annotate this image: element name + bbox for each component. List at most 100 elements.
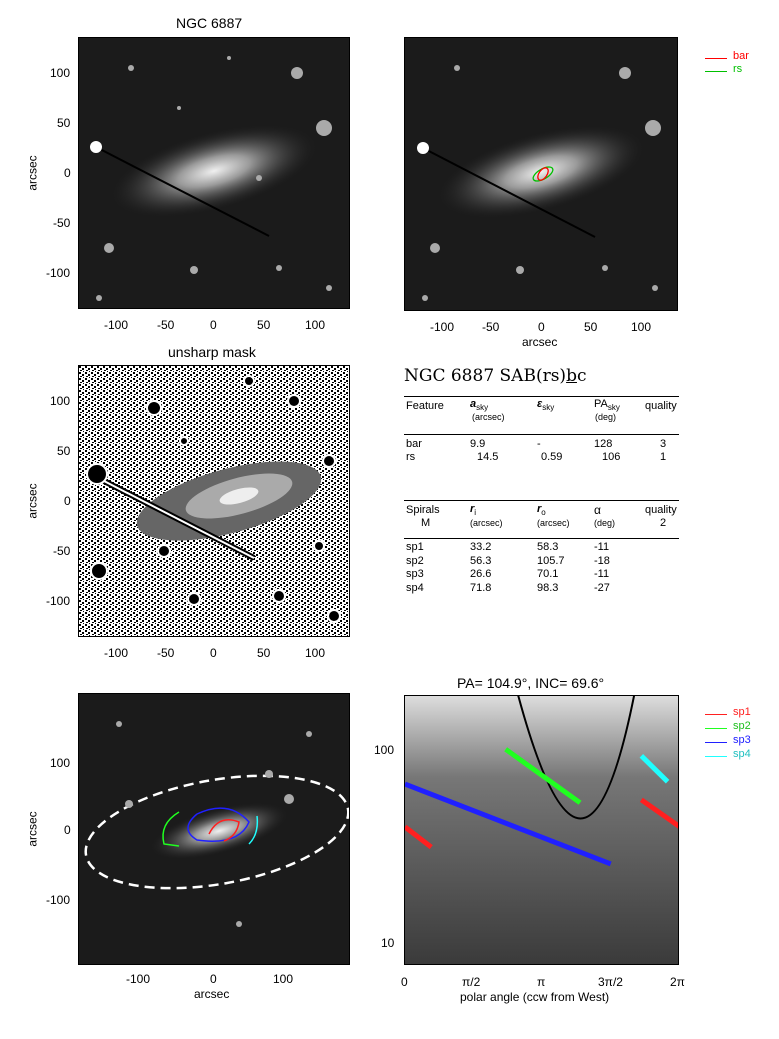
chart-ytick-10: 10 [381,936,395,950]
spiral-alpha: -18 [594,555,610,567]
spiral-ro: 98.3 [537,582,559,594]
panel3-xtick: 0 [210,646,217,660]
spiral-ri: 26.6 [470,568,492,580]
col-a-unit: (arcsec) [472,412,505,422]
col-pa-unit: (deg) [595,412,617,422]
panel3-xtick: -50 [157,646,175,660]
spiral-overlay-image [84,721,349,927]
col-ri-unit: (arcsec) [470,518,503,528]
legend-sp2-label: sp2 [733,720,751,732]
table-rule [404,434,679,435]
col-m: M [421,517,431,529]
chart-xtick: π/2 [462,975,481,989]
polar-chart-panel [404,695,679,965]
panel1-xtick: 0 [210,318,217,332]
panel2-xtick: 0 [538,320,545,334]
panel3-xtick: 50 [257,646,271,660]
col-alpha: α [594,503,601,517]
spiral-name: sp3 [406,568,424,580]
panel2-xtick: -50 [482,320,500,334]
col-feature: Feature [406,400,444,412]
series-sp1-line [639,797,678,829]
spiral-alpha: -11 [594,568,610,580]
table-rule [404,396,679,397]
legend-sp2-line [705,728,727,729]
feature-q: 1 [660,451,667,463]
panel1-ytick: -50 [53,216,71,230]
spiral-alpha: -27 [594,582,610,594]
panel1-ytick: 100 [50,66,71,80]
spiral-ri: 56.3 [470,555,492,567]
panel1-ylabel: arcsec [25,155,40,191]
panel1-xtick: -100 [104,318,129,332]
panel1-ytick: -100 [46,266,71,280]
col-a: asky [470,398,489,413]
spiral-name: sp1 [406,541,424,553]
panel1-ytick: 0 [64,166,71,180]
chart-xtick: 3π/2 [598,975,623,989]
panel2-xlabel: arcsec [522,335,558,349]
panel5-xtick: 100 [273,972,294,986]
feature-e: - [537,438,541,450]
series-sp2-line [504,747,582,805]
col-quality: quality [645,400,677,412]
spiral-name: sp4 [406,582,424,594]
col-ro-unit: (arcsec) [537,518,570,528]
panel3-title: unsharp mask [168,344,256,360]
panel5-ytick: 100 [50,756,71,770]
chart-xtick: 2π [670,975,685,989]
galaxy-ellipse-panel [404,37,678,311]
galaxy-image [90,56,332,301]
panel2-xtick: -100 [430,320,455,334]
galaxy-image-panel [78,37,350,309]
spiral-name: sp2 [406,555,424,567]
chart-xlabel: polar angle (ccw from West) [460,990,610,1004]
spiral-ri: 33.2 [470,541,492,553]
feature-pa: 128 [594,438,613,450]
panel3-ytick: 0 [64,494,71,508]
feature-a: 14.5 [477,451,499,463]
col-spirals: Spirals [406,504,440,516]
spiral-ro: 58.3 [537,541,559,553]
spiral-ro: 70.1 [537,568,559,580]
panel5-ytick: 0 [64,823,71,837]
panel5-ylabel: arcsec [25,811,40,847]
rs-ellipse [532,166,554,182]
col-ro: ro [537,503,546,518]
legend-rs-label: rs [733,63,743,75]
col-pa: PAsky [594,398,620,413]
chart-title: PA= 104.9°, INC= 69.6° [457,675,605,691]
rs-curve [517,696,635,820]
series-sp4-line [639,754,670,784]
legend-bar-label: bar [733,50,749,62]
spiral-alpha: -11 [594,541,610,553]
feature-pa: 106 [602,451,621,463]
unsharp-mask-image [79,366,349,636]
bar-ellipse [537,167,549,181]
panel5-xtick: 0 [210,972,217,986]
col-ri: ri [470,503,477,518]
feature-e: 0.59 [541,451,563,463]
panel1-ytick: 50 [57,116,71,130]
panel2-xtick: 100 [631,320,652,334]
legend-sp1-line [705,714,727,715]
col-quality: quality [645,504,677,516]
panel3-ytick: -50 [53,544,71,558]
series-sp1-line [405,824,433,850]
panel5-xlabel: arcsec [194,987,230,1001]
panel1-xtick: 50 [257,318,271,332]
spiral-ri: 71.8 [470,582,492,594]
panel5-ytick: -100 [46,893,71,907]
panel3-xtick: -100 [104,646,129,660]
chart-ytick-100: 100 [374,743,395,757]
col-e: εsky [537,398,555,413]
quality-value: 2 [660,517,667,529]
panel3-xtick: 100 [305,646,326,660]
chart-xtick: π [537,975,546,989]
unsharp-mask-panel [78,365,350,637]
panel1-xtick: 100 [305,318,326,332]
chart-xtick: 0 [401,975,408,989]
table-heading: NGC 6887 SAB(rs)bc [404,366,587,386]
panel3-ylabel: arcsec [25,483,40,519]
feature-a: 9.9 [470,438,486,450]
